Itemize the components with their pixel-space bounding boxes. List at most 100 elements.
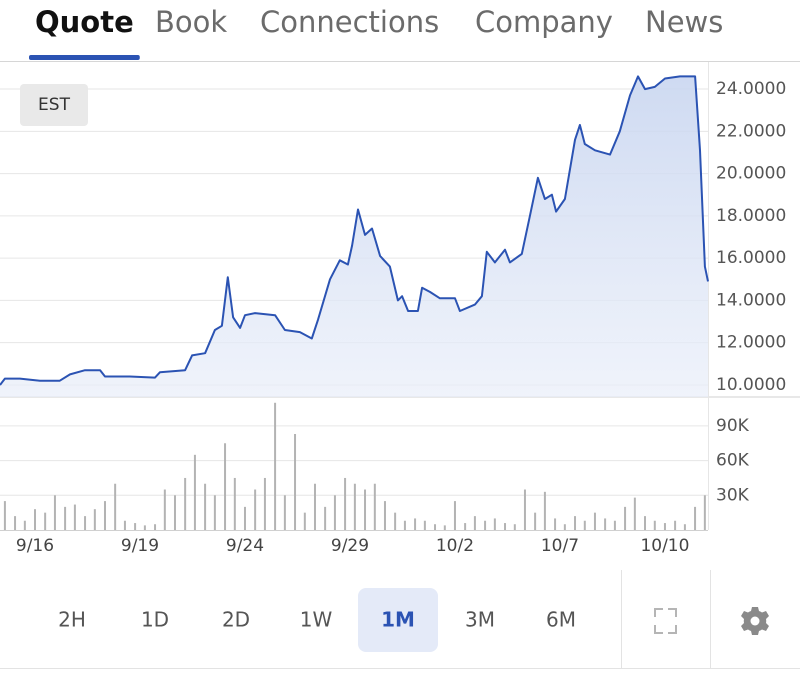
volume-bar bbox=[73, 504, 76, 530]
x-tick-label: 9/19 bbox=[121, 536, 159, 556]
volume-bar bbox=[464, 523, 467, 530]
volume-bar bbox=[423, 520, 426, 530]
volume-bar bbox=[184, 477, 187, 530]
volume-bar bbox=[534, 512, 537, 530]
chart: 10.0000 12.0000 14.0000 16.0000 18.0000 20.00… bbox=[0, 62, 800, 556]
range-button[interactable]: 6M bbox=[546, 608, 576, 632]
volume-bar bbox=[443, 525, 446, 530]
volume-bar bbox=[233, 477, 236, 530]
volume-bar bbox=[254, 489, 257, 530]
y2-tick-label: 60K bbox=[716, 451, 750, 471]
active-tab-indicator bbox=[29, 55, 140, 60]
x-tick-label: 10/2 bbox=[436, 536, 474, 556]
volume-bar bbox=[604, 518, 607, 530]
volume-bar bbox=[33, 509, 36, 530]
range-button-selected[interactable] bbox=[358, 588, 438, 652]
range-button[interactable]: 1W bbox=[300, 608, 333, 632]
volume-bar bbox=[213, 495, 216, 530]
volume-bar bbox=[493, 518, 496, 530]
tab[interactable]: News bbox=[645, 5, 723, 39]
volume-bar bbox=[504, 523, 507, 530]
volume-bar bbox=[14, 516, 17, 530]
fullscreen-icon bbox=[654, 608, 677, 634]
volume-bar bbox=[473, 516, 476, 530]
volume-bar bbox=[173, 495, 176, 530]
tab[interactable]: Book bbox=[155, 5, 227, 39]
y2-tick-label: 90K bbox=[716, 416, 750, 436]
tab[interactable]: Quote bbox=[35, 5, 134, 39]
y-tick-label: 18.0000 bbox=[716, 206, 786, 226]
range-button[interactable]: 1D bbox=[141, 608, 169, 632]
y2-tick-label: 30K bbox=[716, 485, 750, 505]
volume-bar bbox=[663, 523, 666, 530]
volume-bar bbox=[414, 518, 417, 530]
volume-bar bbox=[84, 516, 87, 530]
range-button[interactable]: 3M bbox=[465, 608, 495, 632]
volume-bar bbox=[154, 524, 157, 530]
volume-bar bbox=[163, 489, 166, 530]
volume-bar bbox=[694, 506, 697, 530]
volume-bar bbox=[3, 501, 6, 530]
x-tick-label: 9/24 bbox=[226, 536, 264, 556]
volume-bar bbox=[613, 520, 616, 530]
volume-bar bbox=[103, 501, 106, 530]
settings-button[interactable] bbox=[741, 607, 769, 635]
x-tick-label: 9/16 bbox=[16, 536, 54, 556]
volume-bar bbox=[324, 506, 327, 530]
range-button[interactable]: 2D bbox=[222, 608, 250, 632]
volume-bar bbox=[23, 520, 26, 530]
volume-bar bbox=[44, 512, 47, 530]
volume-bar bbox=[193, 454, 196, 530]
volume-bar bbox=[383, 501, 386, 530]
volume-bar bbox=[653, 520, 656, 530]
volume-bar bbox=[243, 506, 246, 530]
tab[interactable]: Connections bbox=[260, 5, 439, 39]
volume-bar bbox=[453, 501, 456, 530]
timezone-badge[interactable] bbox=[20, 84, 88, 126]
volume-bar bbox=[344, 477, 347, 530]
volume-bar bbox=[333, 495, 336, 530]
volume-bar bbox=[543, 491, 546, 530]
volume-bar bbox=[703, 495, 706, 530]
volume-bar bbox=[123, 520, 126, 530]
volume-bar bbox=[143, 525, 146, 530]
y-tick-label: 14.0000 bbox=[716, 290, 786, 310]
volume-bar bbox=[204, 483, 207, 530]
volume-bar bbox=[373, 483, 376, 530]
volume-bar bbox=[364, 489, 367, 530]
y-tick-label: 16.0000 bbox=[716, 248, 786, 268]
volume-bar bbox=[554, 518, 557, 530]
tab[interactable]: Company bbox=[475, 5, 613, 39]
volume-bar bbox=[303, 512, 306, 530]
settings-icon-hole bbox=[750, 616, 760, 626]
volume-bar bbox=[624, 506, 627, 530]
volume-bar bbox=[283, 495, 286, 530]
range-bar: 2H 1D 2D 1W 1M 3M 6M bbox=[58, 588, 576, 652]
range-button[interactable]: 2H bbox=[58, 608, 86, 632]
range-button[interactable]: 1M bbox=[381, 608, 415, 632]
y-tick-label: 22.0000 bbox=[716, 121, 786, 141]
volume-bar bbox=[53, 495, 56, 530]
volume-bar bbox=[263, 477, 266, 530]
x-tick-label: 10/10 bbox=[640, 536, 689, 556]
timezone-label: EST bbox=[38, 95, 71, 115]
volume-bar bbox=[313, 483, 316, 530]
volume-bar bbox=[224, 443, 227, 530]
volume-bar bbox=[114, 483, 117, 530]
volume-bar bbox=[93, 509, 96, 530]
volume-bar bbox=[593, 512, 596, 530]
x-tick-label: 10/7 bbox=[541, 536, 579, 556]
x-tick-label: 9/29 bbox=[331, 536, 369, 556]
price-line bbox=[0, 75, 709, 386]
tab-bar: Quote Book Connections Company News bbox=[29, 5, 723, 60]
volume-bar bbox=[644, 516, 647, 530]
volume-bar bbox=[484, 520, 487, 530]
volume-bar bbox=[574, 516, 577, 530]
volume-bar bbox=[633, 497, 636, 530]
volume-bar bbox=[683, 524, 686, 530]
fullscreen-button[interactable] bbox=[654, 608, 677, 634]
volume-bar bbox=[394, 512, 397, 530]
volume-bar bbox=[353, 483, 356, 530]
